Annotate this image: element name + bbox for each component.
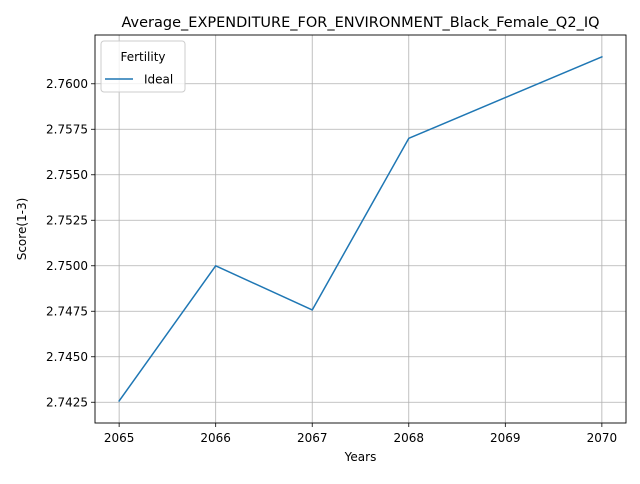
plot-area-frame xyxy=(94,34,627,424)
series-line-ideal xyxy=(118,55,603,403)
y-tick-label: 2.7575 xyxy=(46,123,88,137)
y-tick-label: 2.7425 xyxy=(46,396,88,410)
x-tick-label: 2068 xyxy=(393,431,424,445)
y-axis-label: Score(1-3) xyxy=(15,198,29,261)
series-layer xyxy=(118,55,603,403)
x-axis-label: Years xyxy=(344,450,377,464)
grid-lines xyxy=(95,35,626,423)
legend-label-ideal: Ideal xyxy=(144,73,173,87)
y-tick-label: 2.7475 xyxy=(46,305,88,319)
x-tick-label: 2067 xyxy=(297,431,328,445)
legend-title: Fertility xyxy=(120,50,165,64)
x-tick-label: 2066 xyxy=(200,431,231,445)
y-axis-ticks: 2.7425 2.7450 2.7475 2.7500 2.7525 2.7550 2.75… xyxy=(46,77,95,410)
y-tick-label: 2.7450 xyxy=(46,350,88,364)
x-tick-label: 2069 xyxy=(490,431,521,445)
y-tick-label: 2.7525 xyxy=(46,214,88,228)
y-tick-label: 2.7500 xyxy=(46,259,88,273)
y-tick-label: 2.7550 xyxy=(46,168,88,182)
chart-title: Average_EXPENDITURE_FOR_ENVIRONMENT_Blac… xyxy=(121,15,599,31)
y-tick-label: 2.7600 xyxy=(46,77,88,91)
x-tick-label: 2065 xyxy=(104,431,135,445)
x-axis-ticks: 2065 2066 2067 2068 2069 2070 xyxy=(104,423,617,445)
x-tick-label: 2070 xyxy=(587,431,618,445)
legend: Fertility Ideal xyxy=(100,40,186,93)
